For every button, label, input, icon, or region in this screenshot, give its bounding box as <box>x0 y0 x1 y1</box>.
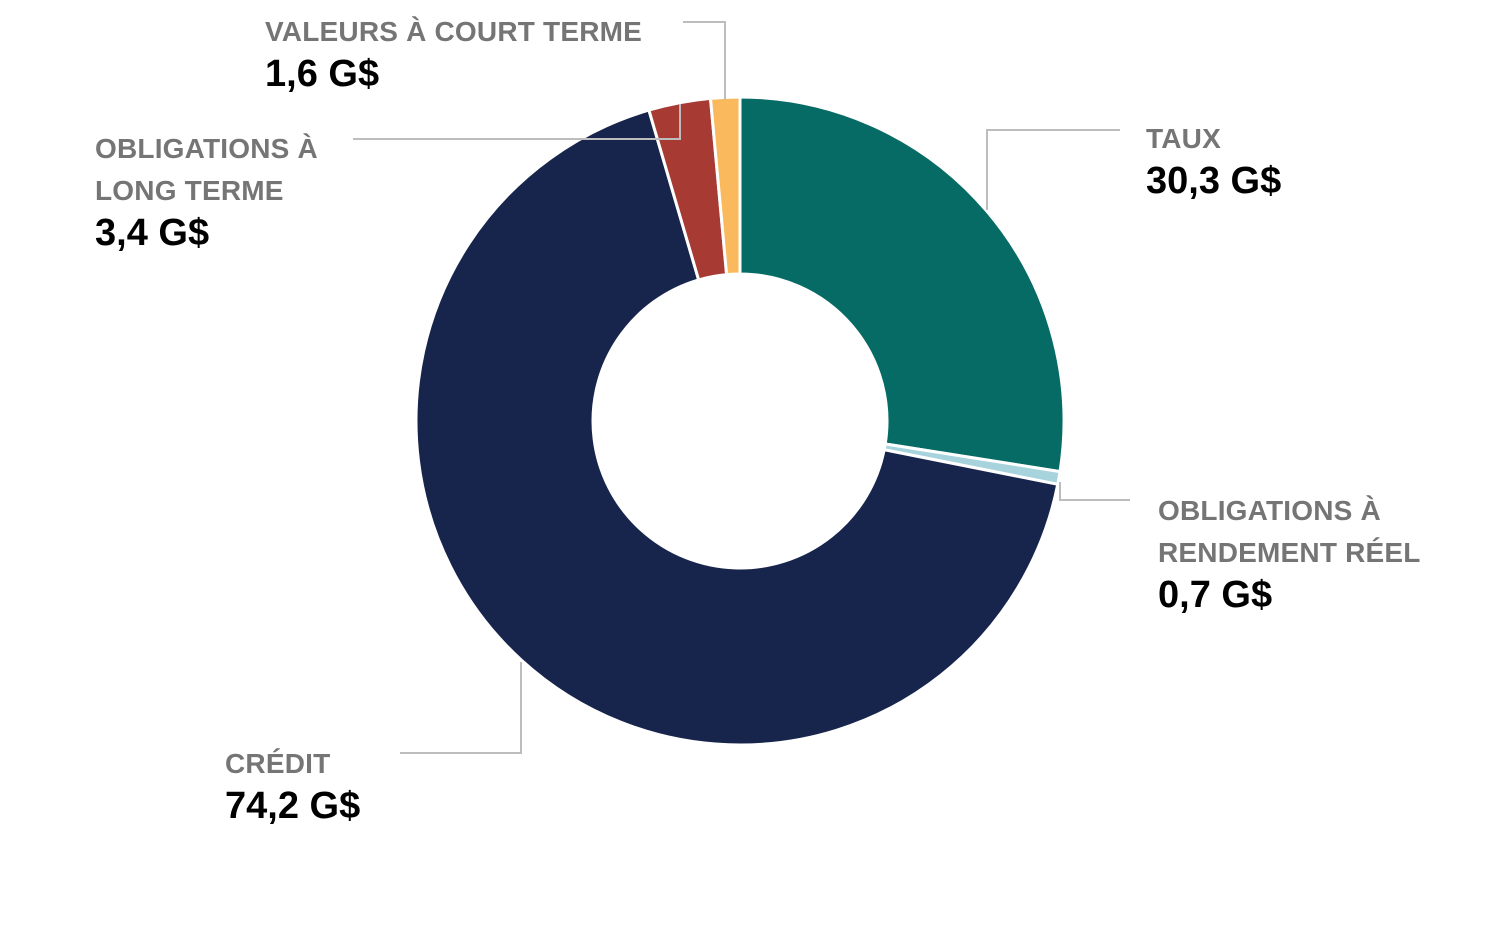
value-label: 0,7 G$ <box>1158 574 1273 616</box>
slice-taux <box>738 95 1066 474</box>
category-label: OBLIGATIONS À <box>1158 495 1381 526</box>
category-label: OBLIGATIONS À <box>95 133 318 164</box>
category-label: VALEURS À COURT TERME <box>265 16 643 47</box>
category-label: TAUX <box>1146 123 1221 154</box>
value-label: 3,4 G$ <box>95 212 210 254</box>
leader-line-credit <box>400 662 522 754</box>
slice-valeurs-a-court-terme <box>708 95 742 277</box>
slice-credit <box>414 108 1060 747</box>
value-label: 30,3 G$ <box>1146 160 1282 202</box>
leader-line-court-terme <box>683 21 726 100</box>
label-long-terme: OBLIGATIONS À LONG TERME 3,4 G$ <box>95 128 318 252</box>
value-label: 74,2 G$ <box>225 785 361 827</box>
leader-line-long-terme <box>353 104 681 140</box>
category-label: CRÉDIT <box>225 748 331 779</box>
leader-line-rendement-reel <box>1059 482 1130 501</box>
label-taux: TAUX 30,3 G$ <box>1146 118 1281 200</box>
value-label: 1,6 G$ <box>265 53 380 95</box>
category-label: LONG TERME <box>95 175 284 206</box>
label-court-terme: VALEURS À COURT TERME 1,6 G$ <box>265 11 642 93</box>
category-label: RENDEMENT RÉEL <box>1158 537 1421 568</box>
label-rendement-reel: OBLIGATIONS À RENDEMENT RÉEL 0,7 G$ <box>1158 490 1421 614</box>
leader-line-taux <box>986 129 1120 210</box>
label-credit: CRÉDIT 74,2 G$ <box>225 743 360 825</box>
